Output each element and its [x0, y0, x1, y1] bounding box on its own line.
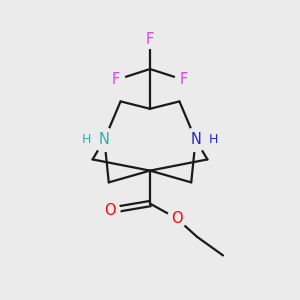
Circle shape — [100, 201, 120, 220]
Circle shape — [184, 128, 207, 152]
Text: O: O — [171, 211, 183, 226]
Text: O: O — [104, 203, 116, 218]
Circle shape — [141, 31, 159, 48]
Text: N: N — [99, 132, 110, 147]
Text: H: H — [82, 133, 91, 146]
Text: F: F — [112, 72, 120, 87]
Text: N: N — [190, 132, 201, 147]
Text: F: F — [180, 72, 188, 87]
Text: H: H — [209, 133, 218, 146]
Circle shape — [107, 71, 125, 89]
Circle shape — [175, 71, 193, 89]
Circle shape — [167, 208, 187, 228]
Circle shape — [93, 128, 116, 152]
Text: F: F — [146, 32, 154, 47]
